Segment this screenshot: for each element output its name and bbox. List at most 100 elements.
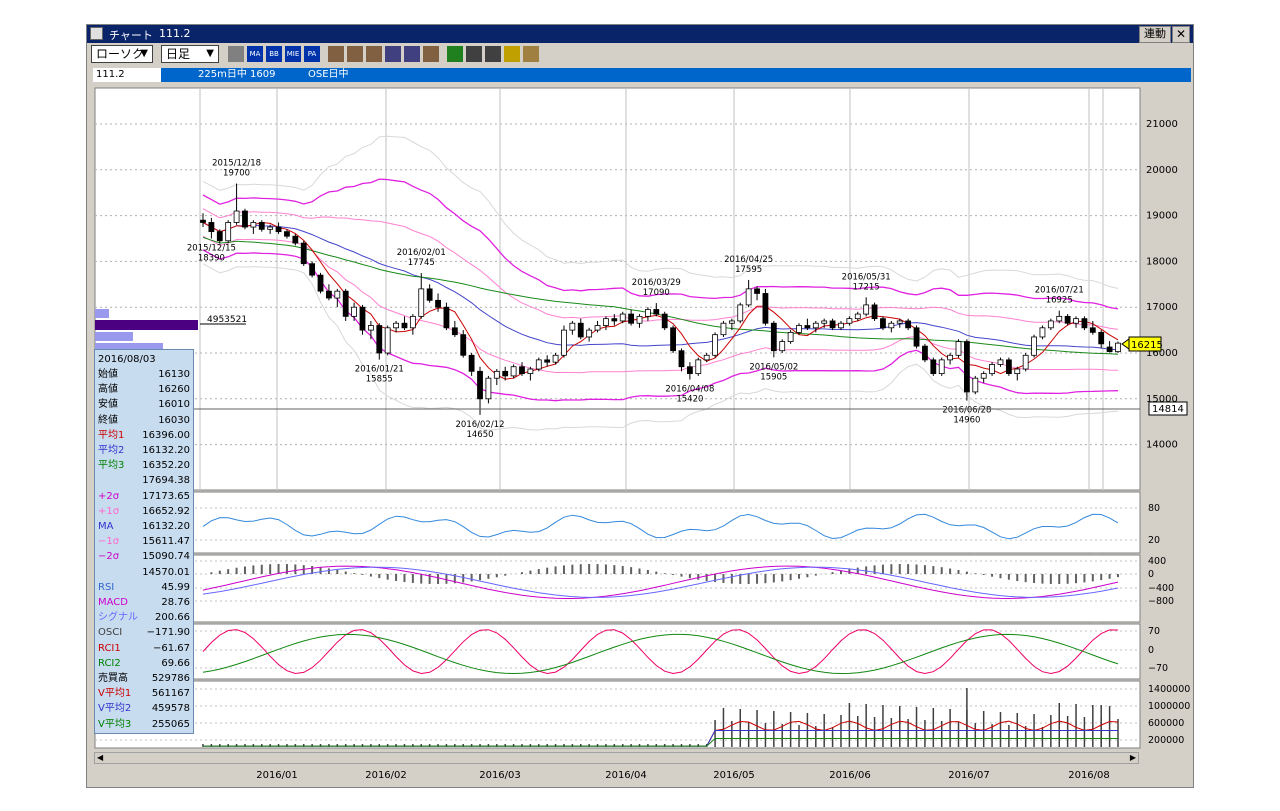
candle-body: [863, 304, 870, 315]
volume-tick-label: 600000: [1148, 718, 1184, 729]
candle-body: [460, 334, 467, 356]
candle-body: [1056, 315, 1063, 322]
eraser-icon[interactable]: [485, 46, 501, 62]
link-button[interactable]: 連動: [1139, 26, 1171, 43]
horizontal-scrollbar[interactable]: ◀ ▶: [94, 752, 1139, 764]
cancel-icon[interactable]: [523, 46, 539, 62]
price-tick-label: 17000: [1146, 302, 1178, 313]
table-icon[interactable]: [423, 46, 439, 62]
candle-body: [686, 366, 693, 375]
chevron-down-icon: ▼: [206, 48, 214, 59]
grid-icon[interactable]: [366, 46, 382, 62]
close-icon[interactable]: ✕: [1172, 26, 1190, 43]
candle-body: [913, 327, 920, 347]
panel-row: 売買高 529786: [98, 671, 190, 686]
candle-body: [561, 329, 567, 356]
panel-row: +1σ 16652.92: [98, 504, 190, 519]
candle-body: [468, 354, 475, 372]
x-axis-label: 2016/03: [479, 770, 521, 781]
candle-body: [225, 222, 232, 242]
annotation-value: 14650: [466, 430, 493, 440]
cursor-icon[interactable]: [466, 46, 482, 62]
candle-icon[interactable]: [347, 46, 363, 62]
candle-body: [216, 231, 223, 242]
candle-body: [963, 341, 970, 393]
candle-body: [510, 366, 517, 377]
candle-body: [804, 325, 811, 329]
x-axis-label: 2016/02: [365, 770, 407, 781]
annotation-value: 17090: [643, 288, 670, 298]
candle-body: [846, 318, 853, 324]
panel-row: 17694.38: [98, 473, 190, 488]
data-panel: 2016/08/03 始値 16130 高値 16260 安値 16010 終値 16030 平…: [94, 349, 194, 734]
candle-body: [527, 368, 534, 375]
candle-body: [418, 288, 425, 317]
panel-value: 255065: [151, 718, 190, 730]
bar-chart-icon[interactable]: [228, 46, 244, 62]
candle-body: [695, 359, 702, 375]
panel-row: 平均3 16352.20: [98, 458, 190, 473]
panel-value: 16396.00: [142, 429, 190, 441]
candle-body: [821, 320, 828, 324]
panel-value: 16010: [158, 399, 190, 411]
macd-tick-label: 0: [1148, 569, 1154, 580]
annotation-date: 2016/03/29: [632, 278, 681, 288]
panel-label: 売買高: [98, 673, 128, 684]
moving-average-2: [202, 222, 1119, 351]
panel-value: 14570.01: [142, 566, 190, 578]
toolbar-pa-button[interactable]: PA: [304, 46, 320, 62]
annotation-value: 17595: [735, 265, 762, 275]
price-tick-label: 20000: [1146, 165, 1178, 176]
panel-value: 16130: [158, 369, 190, 380]
candle-body: [745, 288, 752, 306]
panel-row: +2σ 17173.65: [98, 489, 190, 504]
cross-icon[interactable]: [328, 46, 344, 62]
candle-body: [443, 306, 450, 329]
candle-body: [409, 315, 416, 329]
candle-body: [1005, 359, 1012, 375]
band-1sigma-upper: [202, 208, 1119, 330]
annotation-value: 19700: [223, 169, 250, 179]
toolbar-bb-button[interactable]: BB: [266, 46, 282, 62]
toolbar-ma-button[interactable]: MA: [247, 46, 263, 62]
price-tick-label: 21000: [1146, 119, 1178, 130]
candle-body: [426, 288, 433, 301]
annotation-value: 16925: [1046, 296, 1073, 306]
rci-tick-label: 0: [1148, 645, 1154, 656]
panel-row: 14570.01: [98, 565, 190, 580]
fit-icon[interactable]: [404, 46, 420, 62]
panel-row: V平均3 255065: [98, 717, 190, 732]
pen-icon[interactable]: [447, 46, 463, 62]
rsi-tick-label: 20: [1148, 535, 1160, 546]
candle-body: [972, 377, 979, 393]
panel-row: 平均1 16396.00: [98, 428, 190, 443]
price-tick-label: 18000: [1146, 256, 1178, 267]
price-tick-label: 15000: [1146, 394, 1178, 405]
candle-body: [1106, 346, 1113, 353]
symbol-field[interactable]: 111.2: [93, 68, 161, 82]
macd-signal-line: [202, 566, 1119, 598]
candle-body: [519, 366, 525, 375]
chart-type-select[interactable]: ローソク ▼: [91, 45, 153, 63]
chart-type-value: ローソク: [96, 47, 145, 61]
toolbar-mie-button[interactable]: MIE: [285, 46, 301, 62]
candle-body: [955, 341, 962, 356]
panel-label: RCI1: [98, 642, 121, 654]
candle-body: [208, 222, 215, 233]
annotation-date: 2016/06/28: [942, 406, 991, 416]
highlight-icon[interactable]: [504, 46, 520, 62]
panel-date: 2016/08/03: [98, 354, 156, 365]
scroll-right-icon[interactable]: ▶: [1129, 753, 1136, 762]
rci2-line: [202, 633, 1119, 675]
candle-body: [351, 306, 358, 317]
zoom-icon[interactable]: [385, 46, 401, 62]
annotation-value: 15855: [366, 375, 393, 385]
period-select[interactable]: 日足 ▼: [161, 45, 219, 63]
panel-label: MACD: [98, 597, 128, 608]
candle-body: [309, 263, 316, 276]
candle-body: [880, 318, 886, 329]
scroll-left-icon[interactable]: ◀: [97, 753, 104, 762]
candle-body: [728, 320, 735, 324]
panel-row: 平均2 16132.20: [98, 443, 190, 458]
